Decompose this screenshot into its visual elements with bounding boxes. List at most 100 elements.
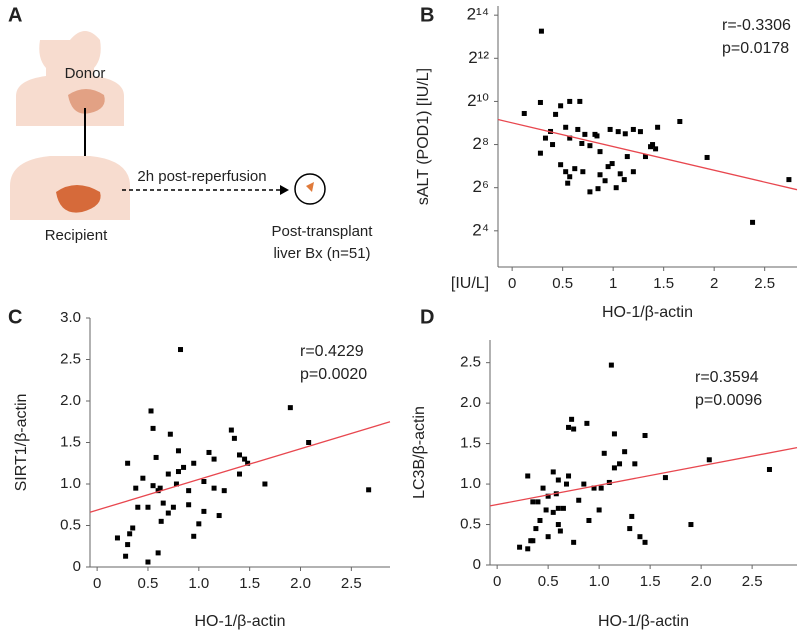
point [175,448,181,454]
point [201,508,207,514]
y-tick-label: 2¹⁴ [467,5,489,24]
point [157,485,163,491]
x-tick-label: 1.5 [653,275,674,292]
x-tick-label: 1.5 [640,573,661,590]
point [597,149,603,155]
point [558,162,564,168]
point [607,126,613,132]
point [622,449,628,455]
point [165,471,171,477]
y-tick-label: 2.0 [60,392,81,409]
y-tick-label: 2¹² [468,48,489,67]
panel-label: C [8,306,22,328]
annotation: r=0.3594 [695,369,759,386]
donor-liver [68,89,105,114]
point [525,473,531,479]
point [236,452,242,458]
point [150,425,156,431]
point [125,542,131,548]
x-tick-label: 0.5 [552,275,573,292]
point [181,464,187,470]
point [596,507,602,513]
donor-label: Donor [65,65,106,82]
point [545,493,551,499]
point [558,103,564,109]
point [216,513,222,519]
point [611,431,617,437]
point [621,177,627,183]
point [617,461,623,467]
point [178,347,184,353]
trendline [89,421,391,513]
point [613,185,619,191]
point [557,528,563,534]
biopsy-tissue [306,182,314,192]
point [567,98,573,104]
point [572,166,578,172]
point [577,98,583,104]
point [688,522,694,528]
x-tick-label: 0.5 [138,575,159,592]
annotation: r=0.4229 [300,343,364,360]
y-tick-label: 0.5 [60,516,81,533]
x-tick-label: 1.0 [589,573,610,590]
point [642,154,648,160]
annotation: p=0.0178 [722,40,789,57]
point [655,124,661,130]
point [201,479,207,485]
point [609,161,615,167]
y-tick-label: 1.0 [60,475,81,492]
point [582,131,588,137]
point [542,135,548,141]
point [211,456,217,462]
annotation: p=0.0020 [300,366,367,383]
point [160,500,166,506]
point [155,550,161,556]
point [366,487,372,493]
x-tick-label: 2.5 [742,573,763,590]
point [540,485,546,491]
point [648,144,654,150]
point [571,426,577,432]
point [586,517,592,523]
point [555,522,561,528]
y-axis-label: LC3B/β-actin [411,406,428,499]
y-tick-label: 1.5 [60,433,81,450]
point [186,488,192,494]
point [565,180,571,186]
point [617,171,623,177]
point [608,362,614,368]
point [530,538,536,544]
point [601,450,607,456]
point [145,559,151,565]
point [706,457,712,463]
y-tick-label: 2.5 [460,354,481,371]
point [786,177,792,183]
point [145,504,151,510]
point [236,471,242,477]
x-tick-label: 1.0 [188,575,209,592]
x-tick-label: 0.5 [538,573,559,590]
point [135,504,141,510]
trendline [489,447,798,507]
point [629,513,635,519]
y-unit-label: [IU/L] [451,275,489,292]
panel-label: A [8,4,22,26]
y-tick-label: 2.0 [460,394,481,411]
point [566,424,572,430]
point [553,111,559,117]
point [191,460,197,466]
point [627,526,633,532]
point [642,539,648,545]
point [175,469,181,475]
y-tick-label: 2¹⁰ [467,91,489,110]
x-tick-label: 0 [508,275,516,292]
point [165,510,171,516]
point [306,440,312,445]
point [173,481,179,487]
x-tick-label: 1.5 [239,575,260,592]
trendline [497,118,798,191]
panel-label: D [420,306,434,328]
point [637,129,643,135]
point [576,497,582,503]
